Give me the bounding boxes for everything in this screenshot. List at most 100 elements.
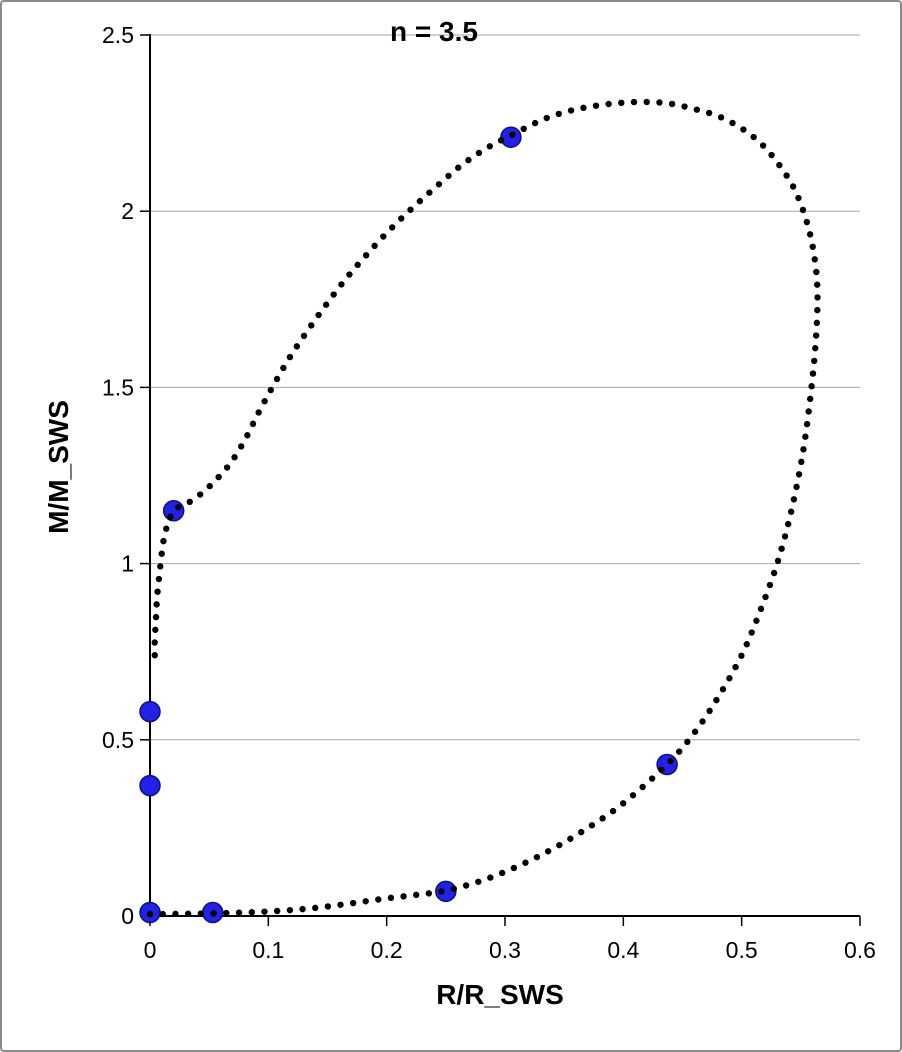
- curve-dot: [750, 133, 757, 141]
- curve-dot: [656, 99, 663, 106]
- curve-dot: [435, 181, 443, 188]
- curve-dot: [280, 364, 287, 372]
- curve-dot: [286, 906, 294, 914]
- curve-dot: [813, 268, 820, 276]
- curve-dot: [157, 563, 164, 570]
- curve-dot: [231, 454, 238, 461]
- curve-dot: [273, 907, 281, 915]
- curve-dot: [795, 471, 803, 478]
- curve-dot: [809, 243, 816, 250]
- y-axis-title: M/M_SWS: [43, 400, 74, 534]
- curve-dot: [172, 910, 179, 918]
- curve-dot: [784, 520, 792, 528]
- curve-dot: [486, 143, 493, 150]
- curve-dot: [699, 718, 706, 725]
- curve-dot: [286, 353, 294, 361]
- curve-dot: [197, 910, 205, 917]
- curve-dot: [267, 386, 274, 394]
- curve-dot: [146, 911, 154, 918]
- y-tick-label: 2: [121, 198, 134, 224]
- curve-dot: [167, 513, 174, 520]
- curve-dot: [580, 104, 587, 112]
- curve-dot: [577, 828, 585, 836]
- curve-dot: [803, 218, 811, 226]
- x-tick-label: 0.1: [252, 937, 284, 963]
- curve-dot: [465, 156, 472, 164]
- curve-dot: [806, 231, 814, 238]
- curve-dot: [812, 332, 820, 339]
- curve-dot: [261, 398, 268, 405]
- curve-dot: [273, 375, 281, 383]
- curve-dot: [186, 498, 193, 506]
- curve-dot: [487, 874, 494, 881]
- curve-dot: [567, 835, 574, 842]
- curve-dot: [520, 125, 527, 133]
- curve-dot: [330, 291, 337, 298]
- curve-dot: [158, 550, 165, 557]
- x-axis-title: R/R_SWS: [436, 979, 564, 1010]
- x-tick-label: 0.6: [844, 937, 876, 963]
- curve-dot: [592, 102, 600, 109]
- curve-dot: [475, 149, 483, 157]
- curve-dot: [812, 345, 819, 352]
- curve-dot: [445, 172, 452, 180]
- curve-dot: [802, 433, 809, 440]
- curve-dot: [814, 294, 821, 301]
- curve-dot: [713, 696, 720, 704]
- curve-dot: [803, 420, 811, 428]
- curve-dot: [814, 281, 821, 288]
- x-tick-label: 0.4: [607, 937, 639, 963]
- curve-dot: [774, 557, 782, 565]
- curve-dot: [770, 569, 778, 577]
- curve-dot: [556, 841, 563, 849]
- curve-dot: [743, 641, 750, 648]
- x-tick-label: 0: [144, 937, 157, 963]
- curve-dot: [152, 613, 160, 621]
- curve-dot: [753, 617, 760, 624]
- curve-dot: [789, 183, 797, 190]
- curve-dot: [215, 473, 222, 481]
- curve-dot: [675, 748, 683, 755]
- curve-dot: [762, 593, 769, 601]
- curve-dot: [787, 508, 795, 515]
- curve-dot: [567, 107, 575, 114]
- curve-dot: [261, 908, 268, 915]
- curve-dot: [293, 343, 301, 350]
- curve-dot: [757, 605, 765, 613]
- curve-dot: [324, 903, 332, 910]
- curve-dot: [729, 119, 736, 127]
- curve-dot: [738, 652, 745, 659]
- curve-dot: [223, 909, 230, 917]
- curve-dot: [813, 319, 821, 327]
- curve-dot: [618, 99, 625, 107]
- curve-dot: [781, 533, 789, 540]
- curve-dot: [235, 909, 243, 916]
- curve-dot: [175, 503, 182, 511]
- curve-dot: [800, 446, 807, 453]
- x-tick-label: 0.2: [371, 937, 403, 963]
- curve-dot: [809, 370, 817, 377]
- x-tick-label: 0.5: [726, 937, 758, 963]
- curve-dot: [425, 890, 433, 897]
- curve-dot: [362, 898, 369, 905]
- curve-dot: [544, 848, 552, 855]
- curve-dot: [362, 252, 370, 259]
- curve-dot: [455, 164, 462, 171]
- curve-dot: [719, 686, 727, 693]
- curve-dot: [206, 482, 213, 490]
- curve-dot: [184, 910, 192, 917]
- curve-dot: [811, 256, 818, 263]
- curve-dot: [450, 885, 458, 892]
- curve-dot: [210, 910, 217, 917]
- curve-dot: [300, 332, 308, 340]
- curve-dot: [691, 728, 699, 735]
- curve-dot: [160, 537, 167, 545]
- curve-dot: [509, 131, 516, 138]
- curve-dot: [814, 306, 821, 314]
- curve-dot: [152, 626, 159, 633]
- curve-dot: [798, 458, 805, 466]
- curve-dot: [159, 910, 166, 918]
- curve-dot: [630, 98, 638, 106]
